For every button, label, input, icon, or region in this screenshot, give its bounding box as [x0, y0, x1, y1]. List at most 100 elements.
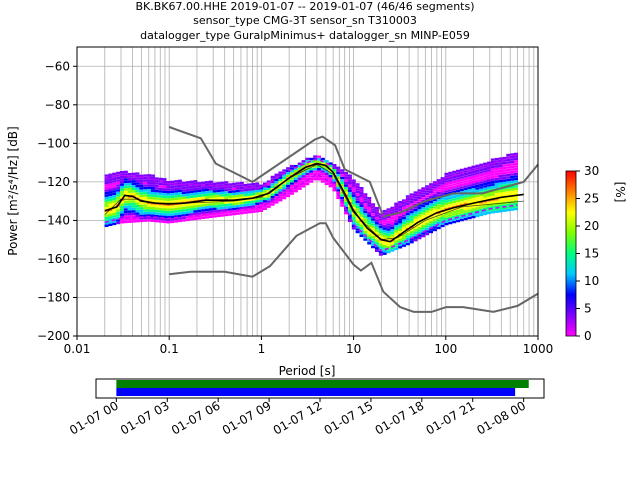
heatmap-cell: [452, 213, 457, 216]
heatmap-cell: [216, 182, 221, 185]
heatmap-cell: [409, 223, 414, 226]
heatmap-cell: [193, 197, 198, 201]
heatmap-cell: [177, 214, 182, 218]
heatmap-cell: [398, 218, 403, 221]
heatmap-cell: [154, 209, 159, 213]
heatmap-cell: [421, 212, 426, 215]
heatmap-cell: [185, 193, 190, 197]
heatmap-cell: [374, 229, 379, 232]
heatmap-cell: [235, 189, 240, 193]
heatmap-cell: [108, 211, 113, 214]
heatmap-cell: [197, 207, 202, 210]
chart-title-line-1: BK.BK67.00.HHE 2019-01-07 -- 2019-01-07 …: [135, 0, 474, 13]
heatmap-cell: [309, 180, 314, 183]
heatmap-cell: [143, 201, 148, 205]
heatmap-cell: [471, 200, 476, 204]
heatmap-cell: [378, 213, 383, 216]
heatmap-cell: [177, 204, 182, 208]
heatmap-cell: [282, 196, 287, 200]
heatmap-cell: [320, 157, 325, 161]
heatmap-cell: [463, 210, 468, 213]
heatmap-cell: [204, 211, 209, 214]
heatmap-cell: [452, 178, 457, 181]
heatmap-cell: [243, 191, 248, 194]
heatmap-cell: [251, 187, 256, 191]
heatmap-cell: [197, 184, 202, 188]
heatmap-cell: [374, 212, 379, 215]
heatmap-cell: [120, 218, 125, 221]
heatmap-cell: [347, 197, 352, 200]
heatmap-cell: [139, 189, 144, 193]
heatmap-cell: [490, 201, 495, 204]
heatmap-cell: [112, 192, 117, 196]
heatmap-cell: [367, 209, 372, 212]
heatmap-cell: [386, 223, 391, 226]
heatmap-cell: [456, 194, 461, 198]
heatmap-cell: [120, 178, 125, 181]
heatmap-cell: [490, 178, 495, 181]
heatmap-cell: [475, 172, 480, 175]
heatmap-cell: [514, 180, 518, 183]
heatmap-cell: [158, 192, 163, 196]
heatmap-cell: [479, 188, 484, 192]
heatmap-cell: [467, 181, 472, 185]
heatmap-cell: [131, 215, 136, 218]
heatmap-cell: [328, 162, 333, 165]
heatmap-cell: [417, 189, 422, 192]
heatmap-cell: [147, 219, 152, 222]
heatmap-cell: [459, 168, 464, 172]
heatmap-cell: [444, 175, 449, 178]
heatmap-cell: [486, 191, 491, 195]
heatmap-cell: [328, 172, 333, 175]
x-axis-ticks: 0.01 0.1 1 10 100 1000: [64, 336, 553, 356]
x-tick-label: 100: [434, 342, 457, 356]
heatmap-cell: [131, 200, 136, 203]
heatmap-cell: [440, 182, 445, 185]
heatmap-cell: [483, 212, 488, 216]
heatmap-cell: [139, 194, 144, 198]
heatmap-cell: [177, 184, 182, 188]
heatmap-cell: [328, 169, 333, 173]
heatmap-cell: [444, 187, 449, 191]
heatmap-cell: [150, 199, 155, 202]
heatmap-cell: [123, 185, 128, 189]
heatmap-cell: [278, 171, 283, 174]
heatmap-cell: [247, 190, 252, 194]
heatmap-cell: [139, 187, 144, 190]
heatmap-cell: [274, 191, 279, 194]
heatmap-cell: [123, 195, 128, 199]
heatmap-cell: [401, 239, 406, 242]
heatmap-cell: [506, 161, 511, 164]
heatmap-cell: [444, 217, 449, 221]
heatmap-cell: [278, 176, 283, 179]
y-tick-label: −140: [37, 213, 70, 227]
heatmap-cell: [467, 211, 472, 215]
heatmap-cell: [494, 193, 499, 196]
heatmap-cell: [197, 204, 202, 208]
heatmap-cell: [313, 167, 318, 171]
heatmap-cell: [498, 210, 503, 213]
colorbar-tick-label: 20: [584, 219, 599, 233]
heatmap-cell: [425, 190, 430, 193]
heatmap-cell: [116, 184, 121, 187]
heatmap-cell: [479, 213, 484, 217]
heatmap-cell: [135, 214, 140, 218]
heatmap-cell: [413, 231, 418, 234]
heatmap-cell: [120, 211, 125, 214]
heatmap-cell: [162, 218, 167, 221]
heatmap-cell: [286, 174, 291, 178]
heatmap-cell: [432, 211, 437, 214]
heatmap-cell: [467, 214, 472, 217]
heatmap-cell: [120, 175, 125, 179]
heatmap-cell: [313, 170, 318, 173]
heatmap-cell: [147, 214, 152, 217]
heatmap-cell: [212, 200, 217, 203]
y-tick-label: −200: [37, 329, 70, 343]
heatmap-cell: [162, 183, 167, 186]
heatmap-cell: [363, 210, 368, 214]
heatmap-cell: [170, 200, 175, 204]
heatmap-cell: [490, 168, 495, 171]
heatmap-cell: [475, 189, 480, 193]
heatmap-cell: [208, 205, 213, 209]
heatmap-cell: [506, 173, 511, 177]
